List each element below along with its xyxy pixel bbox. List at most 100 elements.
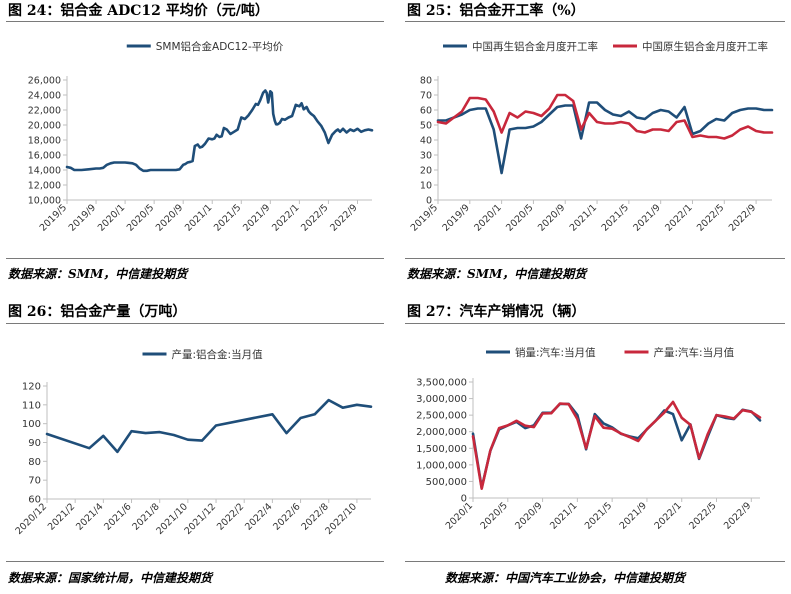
x-tick-label: 2022/5 — [687, 500, 718, 531]
series-line-1 — [65, 89, 374, 173]
x-tick-label: 2022/9 — [722, 500, 753, 531]
x-tick-label: 2021/6 — [102, 501, 133, 532]
y-tick-label: 70 — [420, 91, 432, 102]
y-tick-label: 16,000 — [28, 151, 61, 162]
legend: SMM铝合金ADC12-平均价 — [126, 40, 284, 53]
y-tick-label: 2,000,000 — [416, 427, 467, 438]
y-tick-label: 90 — [28, 438, 41, 449]
y-tick-label: 26,000 — [28, 76, 61, 87]
x-tick-label: 2021/1 — [568, 202, 599, 233]
x-tick-label: 2021/12 — [182, 501, 218, 537]
x-tick-label: 2022/5 — [299, 202, 330, 233]
x-tick-label: 2020/1 — [96, 202, 127, 233]
y-tick-label: 500,000 — [426, 477, 467, 488]
y-tick-label: 0 — [426, 196, 432, 207]
y-tick-label: 10 — [420, 181, 432, 192]
legend: 中国再生铝合金月度开工率 中国原生铝合金月度开工率 — [443, 40, 768, 53]
y-tick-label: 0 — [461, 494, 467, 505]
panel-title: 图 24：铝合金 ADC12 平均价（元/吨） — [8, 3, 269, 19]
source-rule — [405, 258, 785, 259]
x-tick-label: 2021/5 — [212, 202, 243, 233]
legend: 产量:铝合金:当月值 — [142, 348, 264, 361]
chart-aluminum-alloy-output: 607080901001101202020/122021/22021/42021… — [13, 348, 373, 537]
source-note: 数据来源：SMM，中信建投期货 — [8, 267, 188, 281]
series-line-1 — [45, 398, 373, 454]
legend-label: 产量:铝合金:当月值 — [172, 348, 264, 361]
x-tick-label: 2021/1 — [183, 202, 214, 233]
x-tick-label: 2020/1 — [472, 202, 503, 233]
y-tick-label: 70 — [28, 476, 41, 487]
x-tick-label: 2022/6 — [271, 501, 302, 532]
x-tick-label: 2022/4 — [243, 501, 274, 532]
y-tick-label: 20 — [420, 166, 432, 177]
x-tick-label: 2022/1 — [663, 202, 694, 233]
title-rule — [405, 21, 785, 22]
legend: 销量:汽车:当月值 产量:汽车:当月值 — [486, 346, 735, 359]
y-tick-label: 1,000,000 — [416, 460, 467, 471]
title-rule — [6, 323, 384, 324]
x-tick-label: 2021/9 — [631, 202, 662, 233]
x-tick-label: 2022/1 — [270, 202, 301, 233]
panel-title: 图 27：汽车产销情况（辆） — [407, 304, 586, 320]
x-tick-label: 2019/9 — [67, 202, 98, 233]
chart-adc12-price: 10,000 12,000 14,000 16,000 18,000 20,000 22,0… — [28, 40, 374, 234]
y-tick-label: 3,000,000 — [416, 394, 467, 405]
y-tick-label: 3,500,000 — [416, 378, 467, 389]
x-tick-label: 2021/2 — [46, 501, 77, 532]
y-tick-label: 24,000 — [28, 91, 61, 102]
x-tick-label: 2022/2 — [215, 501, 246, 532]
source-note: 数据来源：中国汽车工业协会，中信建投期货 — [445, 571, 686, 585]
chart-auto-production-sales: 0 500,000 1,000,000 1,500,000 2,000,000 2,500… — [416, 346, 762, 532]
y-tick-label: 2,500,000 — [416, 411, 467, 422]
x-tick-label: 2020/9 — [536, 202, 567, 233]
y-tick-label: 18,000 — [28, 136, 61, 147]
x-tick-label: 2022/9 — [328, 202, 359, 233]
x-tick-label: 2020/9 — [154, 202, 185, 233]
x-tick-label: 2021/9 — [241, 202, 272, 233]
x-tick-label: 2020/5 — [478, 500, 509, 531]
y-tick-label: 14,000 — [28, 166, 61, 177]
x-tick-label: 2022/5 — [695, 202, 726, 233]
series-line-1 — [436, 101, 774, 175]
legend-label: 中国再生铝合金月度开工率 — [472, 40, 598, 53]
x-tick-label: 2022/9 — [727, 202, 758, 233]
x-tick-label: 2020/9 — [513, 500, 544, 531]
source-rule — [6, 258, 384, 259]
y-tick-label: 110 — [22, 400, 41, 411]
panel-title: 图 25：铝合金开工率（%） — [407, 3, 585, 19]
y-tick-label: 80 — [420, 76, 432, 87]
y-tick-label: 80 — [28, 457, 41, 468]
x-tick-label: 2020/1 — [444, 500, 475, 531]
panel-title: 图 26：铝合金产量（万吨） — [8, 304, 187, 320]
x-tick-label: 2022/10 — [323, 501, 359, 537]
x-tick-label: 2020/5 — [125, 202, 156, 233]
y-tick-label: 30 — [420, 151, 432, 162]
y-tick-label: 20,000 — [28, 121, 61, 132]
y-tick-label: 60 — [28, 495, 41, 506]
x-tick-label: 2019/9 — [441, 202, 472, 233]
y-tick-label: 1,500,000 — [416, 444, 467, 455]
y-tick-label: 120 — [22, 382, 41, 393]
x-tick-label: 2021/5 — [600, 202, 631, 233]
x-tick-label: 2019/5 — [409, 202, 440, 233]
x-tick-label: 2020/5 — [504, 202, 535, 233]
y-tick-label: 40 — [420, 136, 432, 147]
x-tick-label: 2020/12 — [13, 501, 49, 537]
y-tick-label: 100 — [22, 419, 41, 430]
legend-label: SMM铝合金ADC12-平均价 — [156, 40, 284, 53]
source-note: 数据来源：SMM，中信建投期货 — [407, 267, 587, 281]
y-tick-label: 50 — [420, 121, 432, 132]
source-rule — [6, 561, 384, 562]
x-tick-label: 2019/5 — [38, 202, 69, 233]
title-rule — [405, 323, 785, 324]
legend-label: 销量:汽车:当月值 — [515, 346, 596, 359]
x-tick-label: 2022/1 — [652, 500, 683, 531]
y-tick-label: 12,000 — [28, 181, 61, 192]
legend-label: 中国原生铝合金月度开工率 — [642, 40, 768, 53]
series-line-2 — [471, 400, 762, 490]
x-tick-label: 2021/4 — [74, 501, 105, 532]
source-rule — [405, 561, 785, 562]
x-tick-label: 2021/9 — [618, 500, 649, 531]
legend-label: 产量:汽车:当月值 — [654, 346, 735, 359]
